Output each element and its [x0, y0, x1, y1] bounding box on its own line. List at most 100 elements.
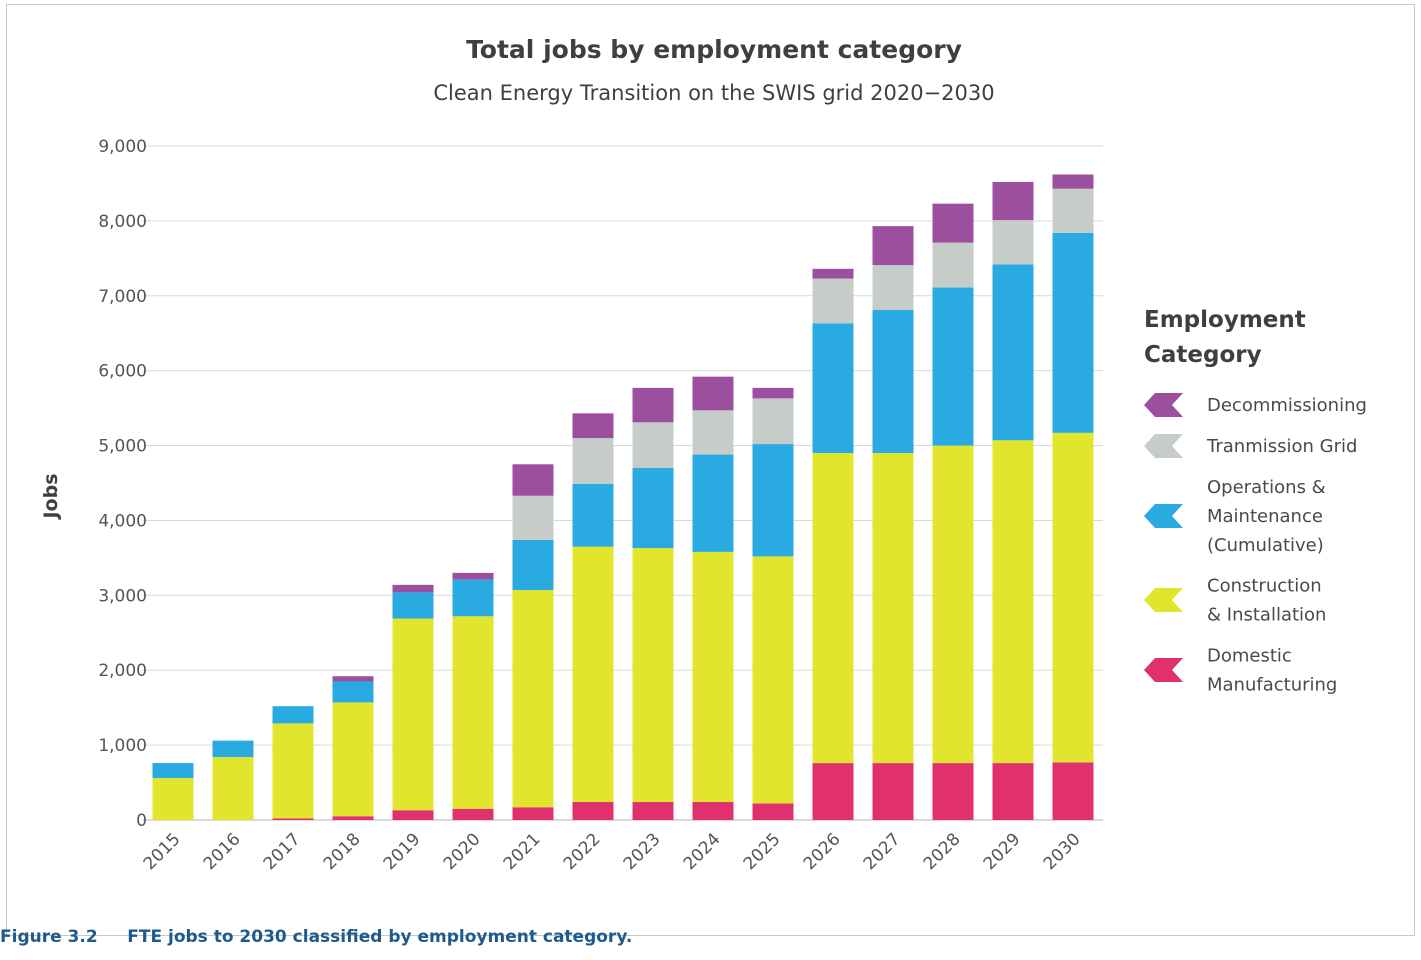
legend-swatch [1144, 434, 1183, 458]
bar-segment [572, 483, 614, 547]
bar-segment [392, 618, 434, 811]
bar-segment [992, 220, 1034, 265]
bar-segment [512, 590, 554, 808]
x-tick-label: 2015 [140, 829, 185, 874]
y-tick-label: 7,000 [98, 287, 147, 307]
bar-segment [1052, 232, 1094, 433]
bars [152, 174, 1094, 820]
bar-segment [632, 548, 674, 803]
legend-label: Maintenance [1207, 506, 1323, 527]
legend: Employment Category Decommissioning Tranmis… [1144, 307, 1367, 696]
x-tick-label: 2028 [920, 829, 965, 874]
bar-segment [992, 440, 1034, 764]
bar-segment [932, 203, 974, 243]
x-tick-label: 2026 [800, 829, 845, 874]
bar-segment [452, 572, 494, 580]
legend-label: Domestic [1207, 646, 1292, 667]
bar-segment [812, 278, 854, 324]
bar-segment [272, 706, 314, 724]
x-tick-labels: 2015 2016 2017 2018 2019 2020 2021 2022 2023 2024… [140, 829, 1085, 874]
legend-swatch [1144, 588, 1183, 612]
bar-segment [152, 778, 194, 820]
bar-segment [752, 803, 794, 820]
legend-label: Tranmission Grid [1206, 436, 1357, 457]
y-axis-label: Jobs [40, 473, 62, 520]
y-tick-label: 0 [136, 811, 147, 831]
y-tick-label: 8,000 [98, 212, 147, 232]
y-tick-label: 1,000 [98, 736, 147, 756]
x-tick-label: 2024 [680, 829, 725, 874]
bar-segment [992, 181, 1034, 221]
legend-title: Category [1144, 342, 1262, 368]
y-tick-label: 9,000 [98, 137, 147, 157]
x-tick-label: 2027 [860, 829, 905, 874]
x-tick-label: 2018 [320, 829, 365, 874]
x-tick-label: 2020 [440, 829, 485, 874]
bar-segment [212, 740, 254, 758]
bar-segment [512, 807, 554, 820]
x-tick-label: 2023 [620, 829, 665, 874]
bar-segment [332, 676, 374, 682]
bar-segment [692, 376, 734, 411]
bar-segment [632, 468, 674, 549]
y-tick-labels: 0 1,000 2,000 3,000 4,000 5,000 6,000 7,000 8,00… [98, 137, 147, 831]
bar-segment [692, 802, 734, 820]
x-tick-label: 2021 [500, 829, 545, 874]
bar-segment [992, 763, 1034, 820]
bar-segment [512, 464, 554, 496]
bar-segment [452, 579, 494, 617]
bar-segment [812, 763, 854, 820]
bar-segment [812, 453, 854, 764]
bar-segment [1052, 188, 1094, 233]
bar-segment [572, 802, 614, 820]
y-tick-label: 5,000 [98, 437, 147, 457]
bar-segment [872, 763, 914, 820]
figure-frame [6, 4, 1415, 936]
bar-segment [452, 808, 494, 820]
bar-segment [572, 438, 614, 484]
legend-swatch [1144, 658, 1183, 682]
bar-segment [632, 422, 674, 469]
bar-segment [1052, 432, 1094, 763]
chart-subtitle: Clean Energy Transition on the SWIS grid… [433, 81, 994, 105]
bar-segment [1052, 762, 1094, 820]
bar-segment [692, 410, 734, 455]
bar-segment [392, 810, 434, 820]
bar-segment [512, 495, 554, 540]
bar-segment [932, 287, 974, 446]
bar-segment [332, 681, 374, 703]
bar-segment [692, 551, 734, 803]
bar-segment [572, 546, 614, 803]
legend-title: Employment [1144, 307, 1306, 333]
bar-segment [332, 816, 374, 820]
bar-segment [272, 818, 314, 820]
x-tick-label: 2022 [560, 829, 605, 874]
bar-segment [872, 453, 914, 764]
bar-segment [1052, 174, 1094, 189]
bar-segment [932, 763, 974, 820]
legend-label: Manufacturing [1207, 675, 1337, 696]
bar-segment [512, 539, 554, 591]
x-tick-label: 2030 [1040, 829, 1085, 874]
bar-segment [872, 226, 914, 266]
legend-swatch [1144, 393, 1183, 417]
legend-label: Operations & [1207, 477, 1326, 498]
y-tick-label: 3,000 [98, 586, 147, 606]
bar-segment [212, 757, 254, 820]
bar-segment [812, 268, 854, 279]
x-tick-label: 2019 [380, 829, 425, 874]
x-tick-label: 2029 [980, 829, 1025, 874]
y-tick-label: 2,000 [98, 661, 147, 681]
bar-segment [632, 802, 674, 820]
bar-segment [452, 616, 494, 809]
legend-label: Construction [1207, 576, 1322, 597]
legend-label: & Installation [1207, 605, 1326, 626]
bar-segment [152, 763, 194, 779]
bar-segment [392, 584, 434, 593]
y-tick-label: 6,000 [98, 362, 147, 382]
bar-segment [752, 398, 794, 445]
bar-segment [272, 723, 314, 819]
legend-label: Decommissioning [1207, 395, 1367, 416]
chart-title: Total jobs by employment category [466, 35, 962, 64]
